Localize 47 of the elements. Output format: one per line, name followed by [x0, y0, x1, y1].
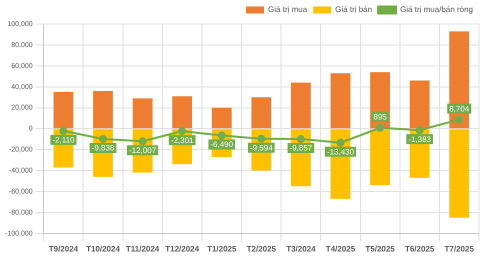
point — [99, 135, 108, 143]
bar — [54, 92, 74, 128]
bar — [370, 129, 390, 186]
bar — [212, 108, 232, 128]
bar — [251, 97, 272, 128]
x-tick-label: T9/2024 — [48, 244, 79, 254]
legend-label: Giá trị mua/bán ròng — [400, 5, 474, 14]
x-tick-label: T4/2025 — [326, 244, 356, 254]
point — [218, 131, 226, 140]
x-tick-label: T7/2025 — [444, 244, 474, 254]
bar — [132, 98, 152, 128]
x-tick-label: T3/2024 — [286, 244, 316, 254]
point — [296, 135, 305, 144]
x-tick-label: T6/2025 — [404, 244, 435, 254]
point — [336, 138, 344, 147]
bar — [410, 80, 430, 128]
legend-label: Giá trị bán — [335, 5, 372, 14]
point — [376, 124, 384, 132]
data-label: -12,007 — [129, 146, 157, 155]
data-label: -2,301 — [170, 136, 194, 145]
x-tick-label: T2/2025 — [246, 244, 277, 254]
point — [138, 137, 147, 146]
bar — [172, 96, 192, 128]
data-label: 895 — [373, 112, 388, 122]
point — [178, 127, 186, 136]
bar — [93, 91, 113, 128]
data-label: -2,110 — [52, 136, 76, 145]
data-label: -1,383 — [408, 134, 432, 144]
point — [257, 134, 266, 143]
point — [455, 116, 464, 124]
bar — [291, 82, 311, 128]
data-label: 8,704 — [449, 104, 470, 114]
x-tick-label: T1/2025 — [207, 244, 237, 254]
legend-label: Giá trị mua — [268, 5, 308, 14]
point — [416, 126, 424, 134]
bar — [330, 73, 350, 128]
x-tick-label: T12/2024 — [165, 244, 200, 254]
data-label: -6,490 — [210, 140, 234, 150]
x-tick-label: T5/2025 — [365, 244, 396, 254]
data-label: -9,838 — [92, 144, 115, 153]
data-label: -9,857 — [290, 144, 313, 153]
data-label: -13,430 — [326, 147, 355, 156]
data-label: -9,594 — [250, 143, 274, 152]
x-tick-label: T10/2024 — [86, 244, 120, 254]
point — [59, 126, 68, 135]
x-tick-label: T11/2024 — [126, 244, 160, 254]
bar — [449, 129, 470, 218]
